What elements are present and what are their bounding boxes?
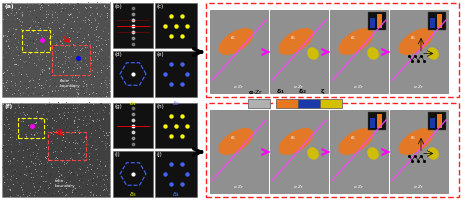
Bar [113,51,153,97]
Bar [430,18,435,28]
Bar [430,118,435,128]
Bar [248,99,270,108]
Bar [22,30,50,52]
Ellipse shape [219,128,254,155]
Text: (d): (d) [114,52,122,57]
Text: $\alpha$-Zr: $\alpha$-Zr [354,183,365,190]
Ellipse shape [398,128,433,155]
Text: (g): (g) [114,104,122,109]
Text: $\delta_3$: $\delta_3$ [129,190,137,199]
Ellipse shape [219,28,254,55]
Bar [298,99,320,108]
Ellipse shape [278,128,313,155]
Text: $\delta_1$: $\delta_1$ [350,34,356,42]
Text: $\delta_1$: $\delta_1$ [410,134,416,142]
Text: $\delta_1$: $\delta_1$ [290,134,296,142]
Bar [155,51,197,97]
Text: $\alpha$-Zr: $\alpha$-Zr [233,83,245,90]
Bar [113,103,153,148]
Text: $\delta_1$: $\delta_1$ [230,134,236,142]
Bar [2,103,110,197]
Bar [370,18,375,28]
Text: $\alpha$-Zr: $\alpha$-Zr [354,83,365,90]
Text: (f): (f) [4,104,12,109]
Bar [206,3,459,97]
Bar [270,10,328,93]
Text: $\mathbf{\zeta}$: $\mathbf{\zeta}$ [320,87,325,96]
Ellipse shape [307,147,319,160]
Text: (i): (i) [114,152,120,157]
Bar [113,151,153,197]
Text: $\alpha$-Zr: $\alpha$-Zr [293,183,305,190]
Bar [113,3,153,48]
Text: $\mathbf{\delta_1}$: $\mathbf{\delta_1}$ [276,87,285,96]
Bar [330,110,388,193]
Ellipse shape [367,147,379,160]
Text: $\delta_1$: $\delta_1$ [129,99,137,108]
Text: (h): (h) [156,104,164,109]
Bar [377,14,382,28]
Ellipse shape [367,47,379,60]
Text: $\delta_4$: $\delta_4$ [172,190,180,199]
Ellipse shape [338,28,373,55]
Bar [206,103,459,197]
Text: (a): (a) [4,4,14,9]
Bar [2,3,110,97]
Text: $\alpha$-Zr: $\alpha$-Zr [293,83,305,90]
Bar [428,12,446,30]
Text: $\delta_1$: $\delta_1$ [410,34,416,42]
Text: twin
boundary: twin boundary [55,179,76,188]
Ellipse shape [398,28,433,55]
Text: $\alpha$-Zr: $\alpha$-Zr [414,183,425,190]
Text: $\alpha$-Zr: $\alpha$-Zr [414,83,425,90]
Text: $\delta_1$: $\delta_1$ [290,34,296,42]
Text: (c): (c) [156,4,163,9]
Bar [377,114,382,128]
Bar [437,14,442,28]
Bar [437,114,442,128]
Bar [52,45,90,75]
Bar [155,151,197,197]
Bar [155,103,197,148]
Text: twin
boundary: twin boundary [60,79,81,88]
Bar [390,110,448,193]
Bar [48,132,86,160]
Bar [155,3,197,48]
Bar [320,99,342,108]
Bar [270,110,328,193]
Bar [390,10,448,93]
Text: (b): (b) [114,4,122,9]
Text: $\mathbf{\delta_2}$: $\mathbf{\delta_2}$ [298,87,307,96]
Text: $\delta_2$: $\delta_2$ [172,99,180,108]
Text: (e): (e) [156,52,164,57]
Bar [210,110,268,193]
Ellipse shape [427,147,439,160]
Bar [368,12,386,30]
Ellipse shape [427,47,439,60]
Bar [370,118,375,128]
Text: (j): (j) [156,152,162,157]
Text: $\delta_1$: $\delta_1$ [230,34,236,42]
Bar [428,112,446,130]
Bar [18,118,44,138]
Bar [330,10,388,93]
Bar [368,112,386,130]
Ellipse shape [338,128,373,155]
Bar [276,99,298,108]
Bar [210,10,268,93]
Ellipse shape [278,28,313,55]
Text: $\delta_1$: $\delta_1$ [350,134,356,142]
Text: $\mathbf{\alpha}$-Zr: $\mathbf{\alpha}$-Zr [248,88,264,96]
Text: $\alpha$-Zr: $\alpha$-Zr [233,183,245,190]
Ellipse shape [307,47,319,60]
